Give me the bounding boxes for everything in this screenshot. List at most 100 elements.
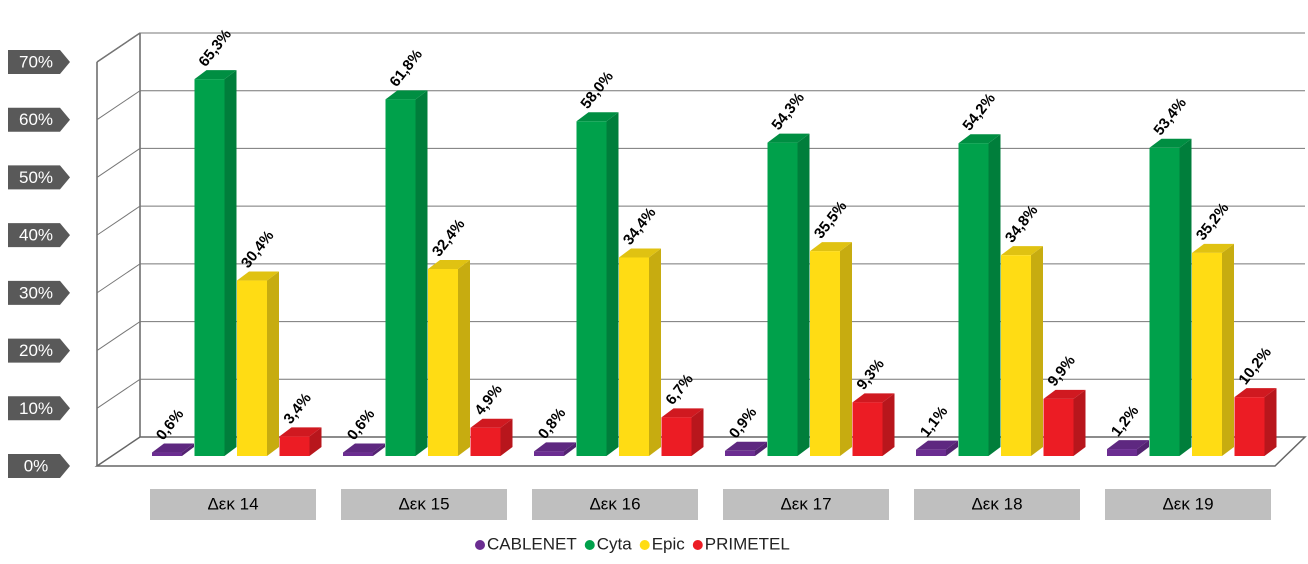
- bar-top: [1001, 246, 1043, 256]
- bar: [534, 442, 576, 456]
- bar: [958, 134, 1001, 456]
- category-box: [150, 489, 316, 520]
- legend-marker: [692, 540, 703, 550]
- legend-marker: [639, 540, 650, 550]
- bar-top: [534, 442, 576, 452]
- value-label: 9,3%: [853, 356, 887, 393]
- bar-side: [1137, 440, 1149, 456]
- bar-side: [458, 260, 470, 456]
- y-tick-box: [8, 338, 70, 363]
- value-label: 1,1%: [917, 403, 951, 440]
- y-tick-label: 50%: [19, 168, 53, 187]
- bar-top: [1192, 243, 1234, 253]
- y-tick-label: 70%: [19, 52, 53, 71]
- y-tick-box: [8, 223, 70, 248]
- bar-front: [661, 417, 692, 456]
- bar-side: [946, 440, 958, 456]
- x-tick-label: Δεκ 15: [398, 494, 449, 513]
- legend-label: Cyta: [597, 534, 633, 553]
- bar-front: [810, 251, 840, 456]
- bar-top: [725, 441, 767, 451]
- value-label: 1,2%: [1108, 403, 1142, 440]
- y-tick-label: 20%: [19, 341, 53, 360]
- bar-top: [237, 271, 279, 281]
- bar: [576, 112, 619, 456]
- bar-top: [279, 427, 322, 437]
- value-label: 10,2%: [1235, 344, 1275, 388]
- y-tick-label: 40%: [19, 226, 53, 245]
- bar-front: [1149, 147, 1180, 456]
- grid-line: [96, 32, 1305, 63]
- bar-side: [1222, 243, 1234, 456]
- bar: [661, 408, 704, 456]
- bar: [385, 90, 428, 456]
- bar-front: [916, 449, 946, 456]
- bar-front: [958, 143, 989, 456]
- bar: [1234, 388, 1277, 456]
- bar-top: [343, 443, 385, 453]
- y-tick-box: [8, 50, 70, 74]
- bar: [767, 133, 810, 456]
- bar-front: [576, 121, 607, 456]
- bar: [343, 443, 385, 456]
- legend-label: Epic: [652, 534, 686, 553]
- bar-top: [1149, 138, 1192, 148]
- bar-top: [852, 393, 895, 403]
- bar-side: [500, 418, 513, 456]
- bar-front: [237, 280, 267, 456]
- x-tick-label: Δεκ 14: [207, 494, 258, 513]
- value-label: 32,4%: [429, 216, 469, 260]
- grid-line: [96, 263, 1305, 294]
- bar-top: [1234, 388, 1277, 398]
- bar: [852, 393, 895, 456]
- bar-front: [428, 269, 458, 456]
- bar-front: [279, 436, 310, 456]
- bar-side: [267, 271, 279, 456]
- bar-top: [916, 440, 958, 450]
- y-tick-label: 30%: [19, 283, 53, 302]
- bar-side: [1031, 246, 1043, 456]
- value-label: 58,0%: [577, 68, 617, 112]
- grid-line: [96, 147, 1305, 178]
- bar: [237, 271, 279, 456]
- bar: [725, 441, 767, 456]
- bar-front: [385, 99, 416, 456]
- value-label: 34,4%: [620, 204, 660, 248]
- legend-marker: [475, 540, 485, 550]
- y-tick-box: [8, 396, 70, 421]
- bar-side: [988, 134, 1001, 456]
- bar-top: [1107, 440, 1149, 450]
- bar: [1149, 138, 1192, 456]
- value-label: 4,9%: [471, 381, 505, 418]
- value-label: 0,9%: [726, 404, 760, 441]
- bar-side: [1179, 138, 1192, 456]
- bar-top: [194, 70, 237, 80]
- bar-front: [619, 257, 649, 456]
- bar-side: [755, 441, 767, 456]
- bar-top: [661, 408, 704, 418]
- y-tick-box: [8, 165, 70, 190]
- bar: [1001, 246, 1043, 456]
- bar: [619, 248, 661, 456]
- grid-line: [96, 378, 1305, 409]
- category-box: [1105, 489, 1271, 520]
- legend-label: PRIMETEL: [705, 534, 790, 553]
- bar-side: [840, 242, 852, 456]
- bar-top: [428, 260, 470, 270]
- bar-front: [194, 79, 225, 456]
- x-tick-label: Δεκ 18: [971, 494, 1022, 513]
- bar-side: [691, 408, 704, 456]
- y-tick-box: [8, 280, 70, 305]
- bar-side: [309, 427, 322, 456]
- value-label: 6,7%: [662, 371, 696, 408]
- value-label: 9,9%: [1044, 352, 1078, 389]
- legend-label: CABLENET: [487, 534, 577, 553]
- value-label: 54,3%: [768, 90, 808, 134]
- bar-front: [725, 450, 755, 456]
- bar-side: [1073, 389, 1086, 456]
- legend-marker: [584, 540, 595, 550]
- grid-line: [96, 90, 1305, 121]
- bar-front: [1001, 255, 1031, 456]
- bar-front: [152, 452, 182, 456]
